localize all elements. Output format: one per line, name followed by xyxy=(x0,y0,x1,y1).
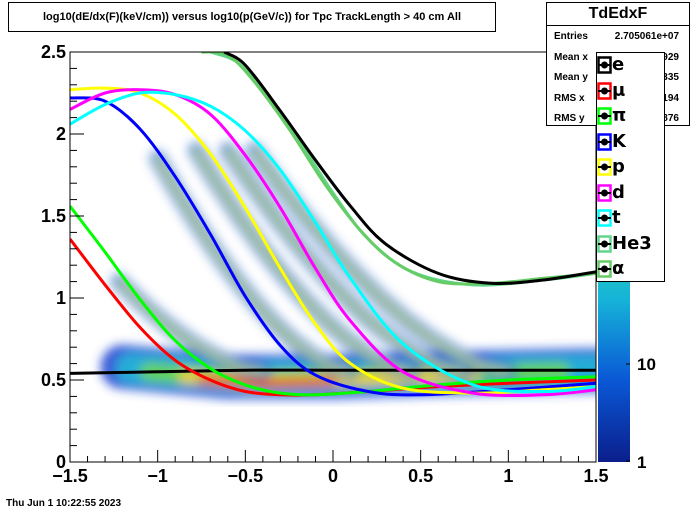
legend-marker-icon xyxy=(597,132,612,151)
curve-π xyxy=(70,205,596,397)
stats-key: RMS y xyxy=(554,113,585,124)
heatmap-band xyxy=(194,148,414,374)
y-tick-label: 0.5 xyxy=(41,370,66,390)
legend-marker-icon xyxy=(597,260,612,278)
curve-t xyxy=(70,90,596,394)
heatmap-band xyxy=(155,156,353,374)
heatmap-band xyxy=(252,148,511,374)
legend-marker-icon xyxy=(597,107,612,125)
legend-label: μ xyxy=(612,79,626,101)
legend-label: K xyxy=(612,130,626,152)
curves xyxy=(70,52,596,398)
x-tick-label: 0 xyxy=(328,466,338,486)
timestamp: Thu Jun 1 10:22:55 2023 xyxy=(6,498,122,509)
legend-marker-icon xyxy=(597,209,612,227)
legend-label: d xyxy=(612,181,625,203)
y-tick-label: 2.5 xyxy=(41,42,66,62)
legend-marker-icon xyxy=(597,158,612,176)
legend-marker-icon xyxy=(597,183,612,202)
x-tick-label: −1.5 xyxy=(52,466,88,486)
legend-label: He3 xyxy=(612,232,652,254)
legend-entry: He3 xyxy=(597,232,665,257)
heatmap-density xyxy=(100,142,596,399)
stats-value: 2.705061e+07 xyxy=(614,31,679,42)
legend-label: α xyxy=(612,258,625,279)
curve-e xyxy=(70,368,596,375)
y-tick-label: 2 xyxy=(56,124,66,144)
legend-marker-icon xyxy=(597,56,612,74)
legend-entry: α xyxy=(597,257,665,282)
legend-label: t xyxy=(612,207,621,228)
y-tick-label: 1 xyxy=(56,288,66,308)
curve-μ xyxy=(70,238,596,397)
legend-label: π xyxy=(612,105,627,126)
legend-entry: t xyxy=(597,206,665,231)
legend-entry: p xyxy=(597,155,665,180)
z-tick-label: 10 xyxy=(637,355,656,374)
stats-key: Mean x xyxy=(554,51,588,63)
y-tick-label: 0 xyxy=(56,452,66,472)
curve-e-upper xyxy=(223,52,596,285)
x-axis: −1.5 −1 −0.5 0 0.5 1 1.5 xyxy=(52,450,609,486)
heatmap-band xyxy=(225,148,467,374)
y-tick-label: 1.5 xyxy=(41,206,66,226)
x-tick-label: 1.5 xyxy=(583,466,608,486)
y-axis: 0 0.5 1 1.5 2 2.5 xyxy=(41,42,84,472)
stats-key: RMS x xyxy=(554,92,585,104)
legend-label: p xyxy=(612,156,625,177)
legend-entry: d xyxy=(597,181,665,206)
x-tick-label: −0.5 xyxy=(228,466,264,486)
heatmap-band xyxy=(197,376,337,388)
stats-key: Mean y xyxy=(554,72,588,83)
legend-entry: μ xyxy=(597,79,665,104)
legend-marker-icon xyxy=(597,81,612,100)
z-tick-label: 1 xyxy=(637,453,646,472)
x-tick-label: 0.5 xyxy=(408,466,433,486)
legend-entry: π xyxy=(597,104,665,129)
curve-d xyxy=(70,88,596,398)
plot-title: log10(dE/dx(F)(keV/cm)) versus log10(p(G… xyxy=(8,2,496,32)
legend-marker-icon xyxy=(597,234,612,253)
x-tick-label: 1 xyxy=(503,466,513,486)
x-tick-label: −1 xyxy=(147,466,168,486)
legend-entry: K xyxy=(597,130,665,155)
legend-label: e xyxy=(612,54,625,75)
stats-key: Entries xyxy=(554,31,588,42)
stats-row: Entries 2.705061e+07 xyxy=(547,26,689,47)
legend-entry: e xyxy=(597,53,665,78)
stats-title: TdEdxF xyxy=(547,3,689,26)
